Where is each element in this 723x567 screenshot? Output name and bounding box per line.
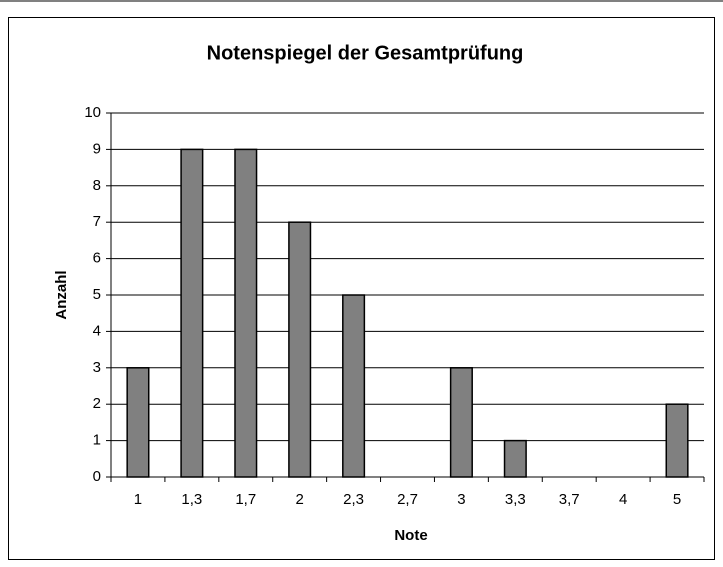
x-tick-label: 2,3 — [343, 491, 364, 508]
x-tick-label: 1 — [134, 491, 142, 508]
x-tick-label: 3,7 — [559, 491, 580, 508]
bar — [288, 221, 312, 478]
chart-frame — [8, 17, 715, 560]
bar — [126, 367, 150, 478]
y-tick-label: 8 — [93, 177, 101, 194]
bar — [665, 403, 689, 478]
bar — [234, 148, 258, 478]
x-tick-label: 3,3 — [505, 491, 526, 508]
bar — [449, 367, 473, 478]
x-tick-label: 2 — [296, 491, 304, 508]
y-tick-label: 3 — [93, 359, 101, 376]
x-tick-label: 2,7 — [397, 491, 418, 508]
x-tick-label: 3 — [457, 491, 465, 508]
y-tick-label: 4 — [93, 322, 101, 339]
y-tick-label: 10 — [84, 104, 101, 121]
y-axis-title: Anzahl — [53, 270, 70, 319]
y-tick-label: 0 — [93, 468, 101, 485]
y-tick-label: 9 — [93, 140, 101, 157]
chart-title: Notenspiegel der Gesamtprüfung — [207, 42, 524, 64]
bar — [503, 439, 527, 478]
x-tick-label: 4 — [619, 491, 627, 508]
x-tick-label: 1,3 — [181, 491, 202, 508]
y-tick-label: 1 — [93, 432, 101, 449]
x-tick-label: 1,7 — [235, 491, 256, 508]
bar — [342, 294, 366, 478]
y-tick-label: 2 — [93, 395, 101, 412]
y-tick-label: 5 — [93, 286, 101, 303]
x-tick-label: 5 — [673, 491, 681, 508]
y-tick-label: 6 — [93, 250, 101, 267]
x-axis-title: Note — [394, 527, 427, 544]
y-tick-label: 7 — [93, 213, 101, 230]
bar — [180, 148, 204, 478]
